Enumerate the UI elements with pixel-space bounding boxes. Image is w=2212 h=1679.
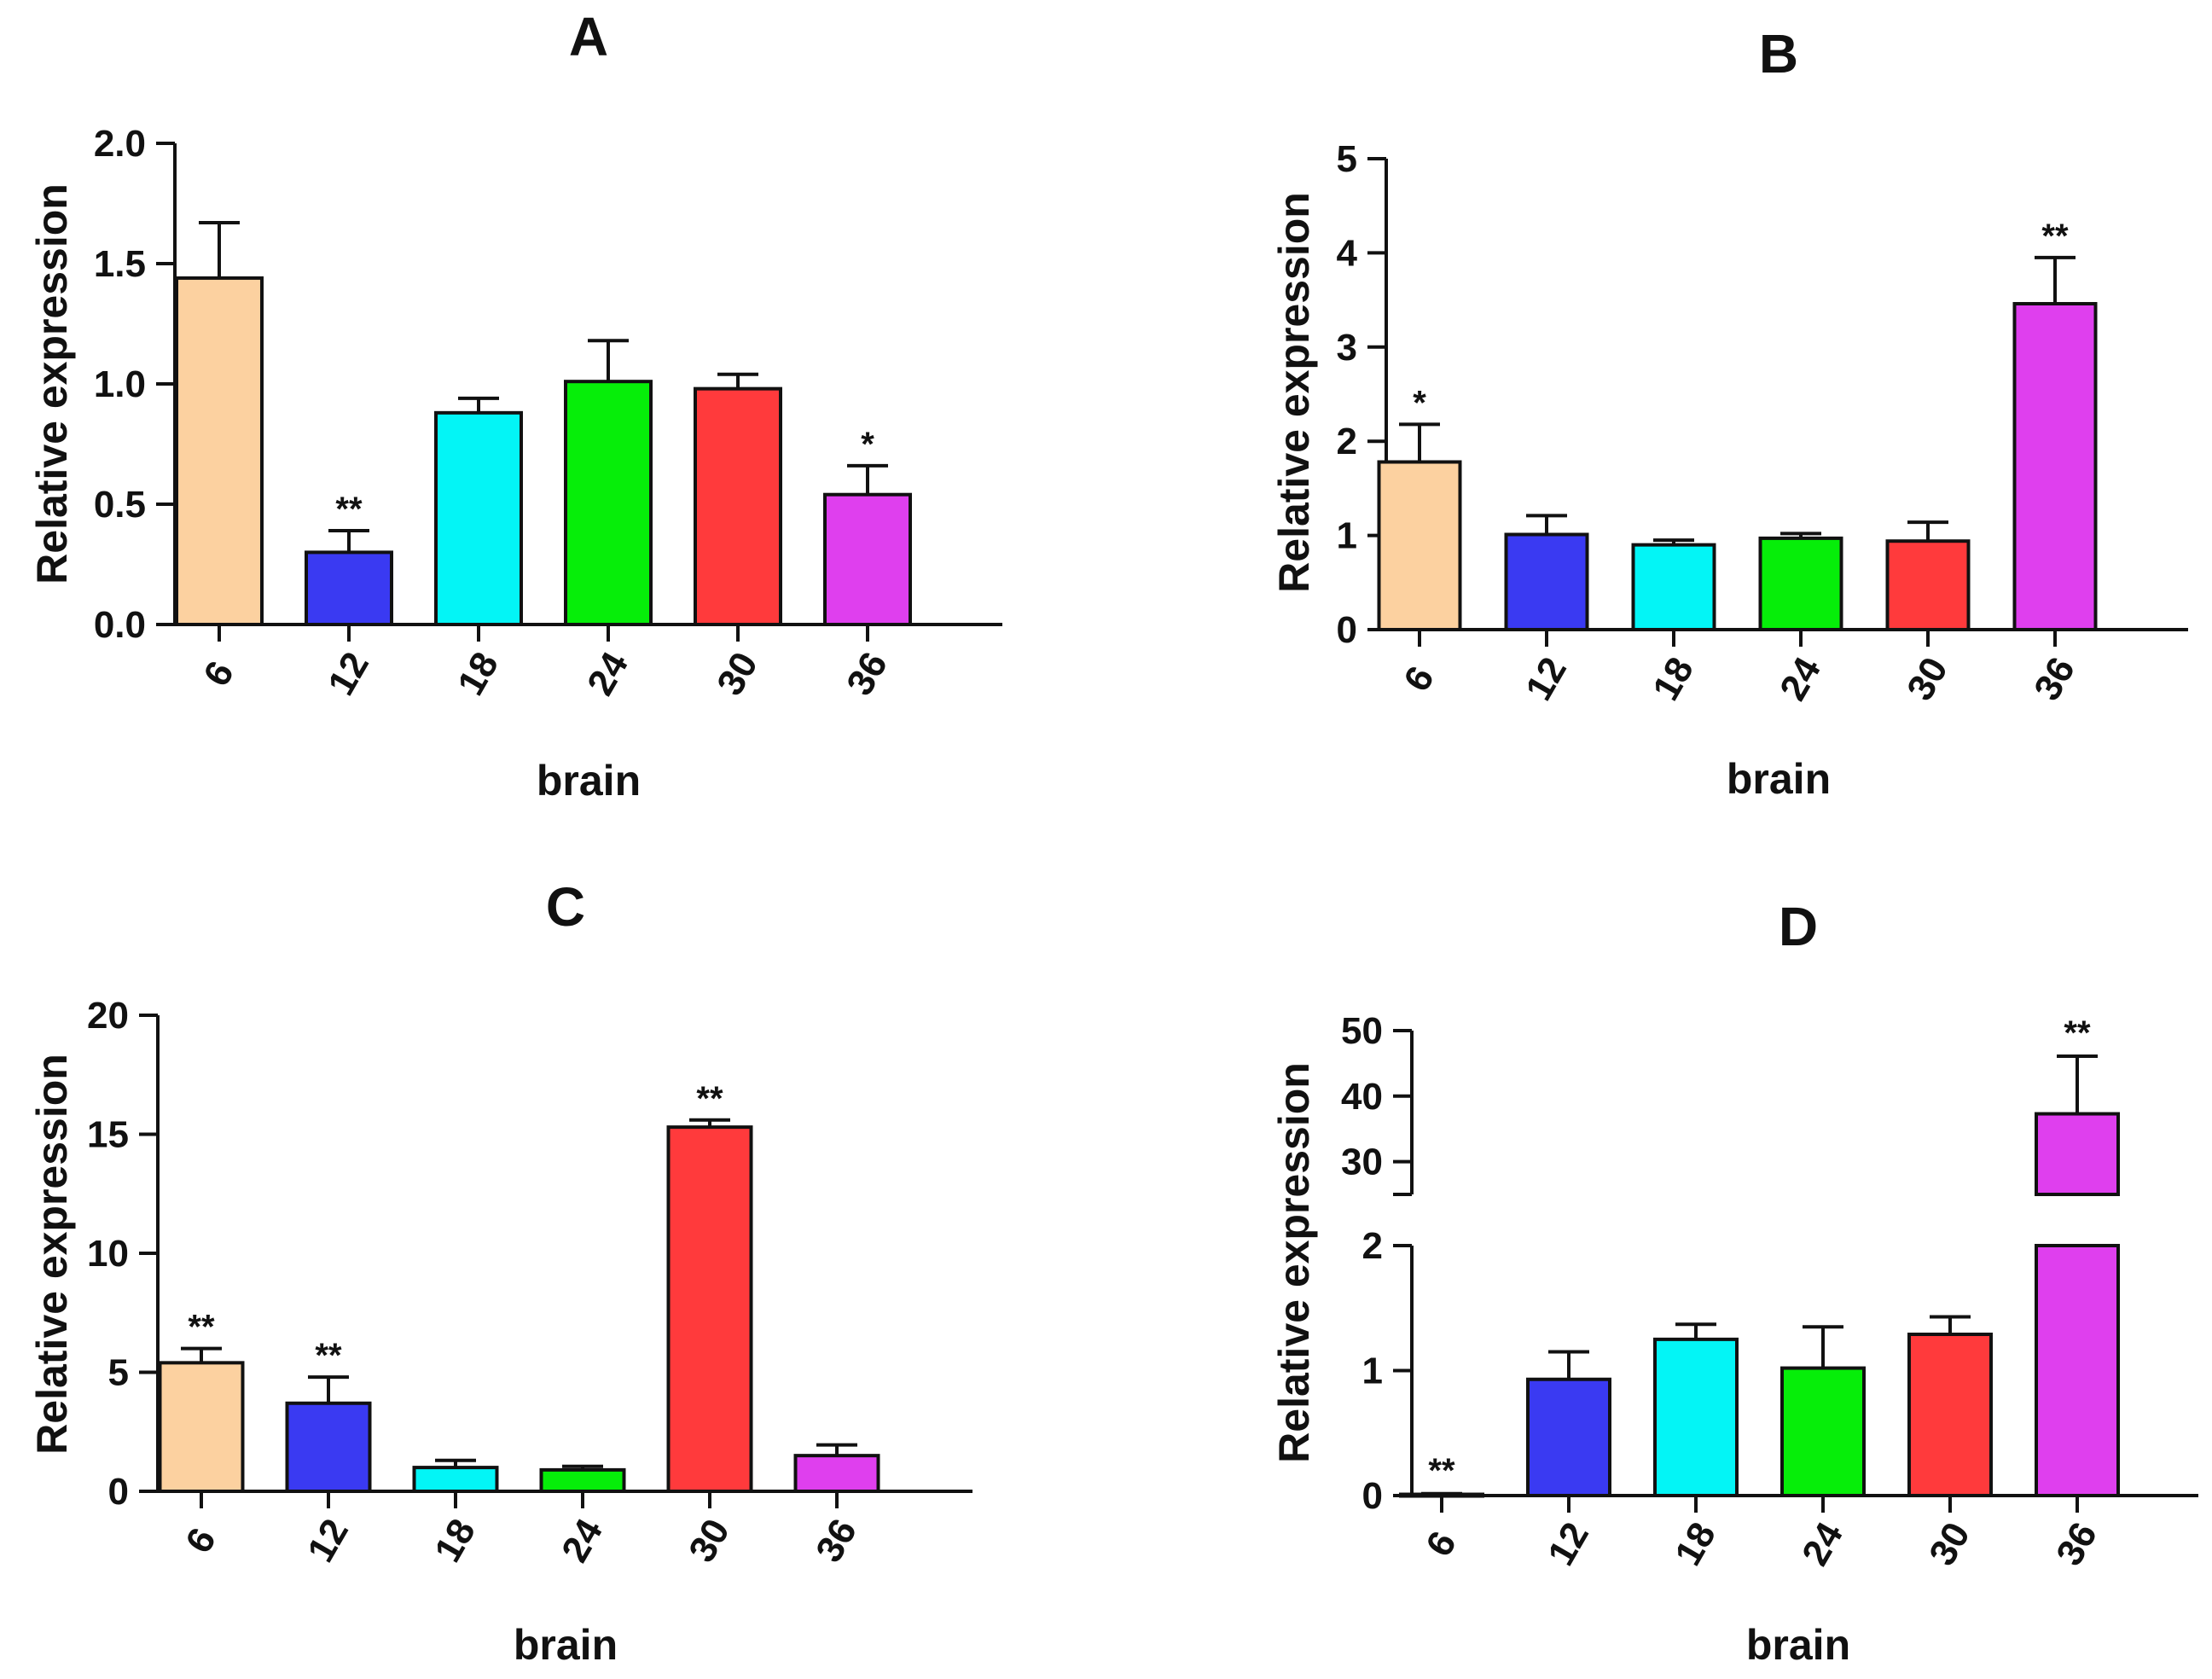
y-tick-label: 1.0	[94, 363, 146, 405]
bar	[1780, 1366, 1866, 1497]
x-axis-label: brain	[537, 757, 641, 805]
significance-marker: *	[1413, 384, 1426, 421]
x-tick-label: 36	[808, 1512, 865, 1569]
bar	[793, 1454, 880, 1494]
significance-marker: **	[696, 1080, 723, 1118]
y-tick-label: 40	[1341, 1076, 1383, 1118]
bar	[564, 380, 653, 626]
y-tick-label: 5	[108, 1352, 129, 1394]
significance-marker: **	[188, 1309, 215, 1346]
y-tick-label: 15	[87, 1114, 129, 1156]
y-tick-label: 2	[1337, 421, 1357, 462]
y-tick-label: 10	[87, 1233, 129, 1275]
x-axis-label: brain	[1746, 1621, 1850, 1669]
y-tick-label: 20	[87, 995, 129, 1037]
y-tick-label: 0.0	[94, 604, 146, 646]
x-axis-label: brain	[1727, 755, 1831, 803]
y-tick-label: 5	[1337, 138, 1357, 180]
panel-title: B	[1759, 23, 1798, 84]
y-tick-label: 30	[1341, 1142, 1383, 1183]
bar	[1631, 543, 1716, 632]
x-tick-label: 12	[299, 1512, 357, 1569]
y-tick-label: 50	[1341, 1010, 1383, 1052]
x-tick-label: 30	[709, 645, 766, 702]
bar	[823, 492, 912, 626]
panel-title: C	[546, 876, 585, 938]
x-tick-label: 30	[1921, 1515, 1978, 1572]
y-tick-label: 1	[1362, 1351, 1383, 1392]
significance-marker: **	[335, 491, 363, 528]
panel-title: A	[569, 6, 608, 67]
y-tick-label: 4	[1337, 232, 1358, 274]
significance-marker: **	[2041, 218, 2069, 255]
x-tick-label: 30	[681, 1512, 738, 1569]
bar	[412, 1466, 499, 1493]
y-tick-label: 0	[1362, 1475, 1383, 1517]
bar	[539, 1467, 626, 1494]
bar	[434, 410, 523, 626]
x-tick-label: 24	[1772, 650, 1829, 707]
bar	[1907, 1333, 1993, 1498]
bar	[1526, 1377, 1611, 1497]
bar	[285, 1401, 372, 1494]
y-tick-label: 0.5	[94, 484, 146, 526]
y-axis-label: Relative expression	[1270, 1062, 1318, 1463]
x-tick-label: 18	[427, 1512, 484, 1569]
significance-marker: **	[1428, 1452, 1455, 1490]
bar	[175, 276, 264, 626]
bar-upper-segment	[2035, 1112, 2120, 1197]
bar	[1504, 532, 1589, 631]
significance-marker: **	[315, 1337, 342, 1374]
y-tick-label: 3	[1337, 327, 1357, 369]
y-axis-label: Relative expression	[1270, 192, 1318, 593]
x-tick-label: 36	[2048, 1515, 2105, 1572]
x-tick-label: 36	[2026, 650, 2083, 707]
y-tick-label: 1	[1337, 515, 1357, 557]
x-tick-label: 6	[1396, 659, 1443, 699]
y-tick-label: 2.0	[94, 123, 146, 165]
x-tick-label: 24	[579, 645, 636, 702]
bar	[158, 1361, 245, 1493]
bar-lower-segment	[2035, 1244, 2120, 1497]
panel-A: A 0.0 0.5 1.0 1.5 2.0 6 12 ** 18 24 30 36 * Relative e…	[28, 6, 1002, 805]
x-tick-label: 18	[450, 645, 507, 702]
y-axis-label: Relative expression	[28, 183, 76, 584]
y-tick-label: 2	[1362, 1225, 1383, 1267]
x-tick-label: 30	[1899, 650, 1956, 707]
x-tick-label: 36	[839, 645, 896, 702]
x-tick-label: 6	[195, 654, 242, 694]
significance-marker: **	[2064, 1014, 2091, 1052]
x-axis-label: brain	[514, 1621, 618, 1669]
x-tick-label: 12	[1540, 1515, 1597, 1572]
x-tick-label: 18	[1667, 1515, 1724, 1572]
bar	[305, 550, 393, 627]
bar	[2012, 302, 2098, 631]
x-tick-label: 6	[177, 1521, 224, 1560]
bar	[666, 1125, 753, 1493]
bar	[1885, 539, 1971, 631]
x-tick-label: 18	[1645, 650, 1702, 707]
bar	[1653, 1337, 1739, 1497]
x-tick-label: 12	[1518, 650, 1575, 707]
y-axis-label: Relative expression	[28, 1054, 76, 1455]
x-tick-label: 12	[320, 645, 377, 702]
bar	[1377, 460, 1462, 631]
x-tick-label: 24	[554, 1512, 611, 1569]
x-tick-label: 6	[1418, 1525, 1465, 1564]
y-tick-label: 0	[1337, 609, 1357, 651]
panel-title: D	[1779, 896, 1818, 957]
y-tick-label: 0	[108, 1471, 129, 1513]
panel-C: C 0 5 10 15 20 6 ** 12 ** 18 24 30 ** 36 Relative expre…	[28, 876, 972, 1669]
y-tick-label: 1.5	[94, 243, 146, 285]
x-tick-label: 24	[1794, 1515, 1851, 1572]
bar	[1758, 536, 1843, 631]
bar	[694, 386, 782, 626]
significance-marker: *	[861, 426, 874, 463]
